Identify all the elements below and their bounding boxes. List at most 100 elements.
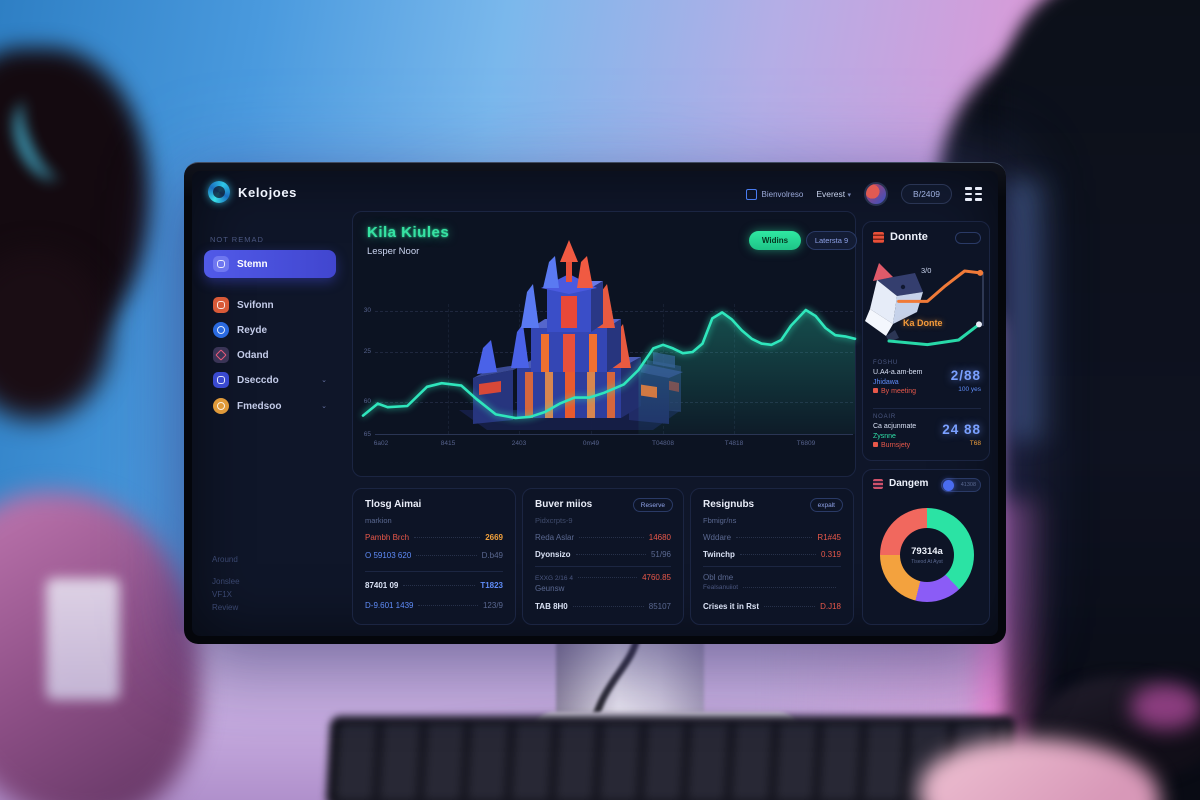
card-subtitle: markion <box>365 516 392 525</box>
table-row: EXXG 2/16 4 4760.85 <box>535 573 671 582</box>
sidebar-item-fmedsoo[interactable]: Fmedsoo ⌄ <box>204 394 336 418</box>
sidebar-footer-review[interactable]: Review <box>212 603 239 612</box>
x-tick-label: 0m49 <box>582 440 600 447</box>
hamburger-row <box>965 187 982 190</box>
row-value: D.J18 <box>820 602 841 611</box>
row-label: Pambh Brch <box>365 533 410 542</box>
sidebar-item-label: Svifonn <box>237 299 274 311</box>
hamburger-menu-icon[interactable] <box>965 187 982 201</box>
row-label: Wddare <box>703 533 732 542</box>
x-tick-label: T04808 <box>651 440 675 447</box>
hamburger-row <box>965 198 982 201</box>
user-pill[interactable]: B/2409 <box>901 184 952 204</box>
row-label: Fealsanuiiot <box>703 584 739 591</box>
castle-illustration <box>459 240 683 430</box>
sidebar-item-svifonn[interactable]: Svifonn <box>204 293 336 317</box>
desk-white-object <box>46 578 120 700</box>
mouse-highlight <box>1130 684 1200 730</box>
table-row: Obl dme <box>703 573 841 582</box>
sidebar-footer-vf1x[interactable]: VF1X <box>212 590 233 599</box>
chevron-down-icon: ⌄ <box>321 403 327 410</box>
stat-label: NOAIR <box>873 414 897 420</box>
sidebar-item-label: Odand <box>237 349 269 361</box>
x-tick-label: 6a02 <box>373 440 389 447</box>
sidebar-item-reyde[interactable]: Reyde <box>204 318 336 342</box>
row-label: Dyonsizo <box>535 550 571 559</box>
stat-block-foshu: FOSHU U.A4-a.am-bem Jhidawa By meeting 2… <box>873 360 981 406</box>
sidebar-item-dseccdo[interactable]: Dseccdo ⌄ <box>204 368 336 392</box>
primary-button[interactable]: Widins <box>749 231 801 250</box>
notifications-item[interactable]: Bienvolreso <box>745 188 804 200</box>
table-row: 87401 09 T1823 <box>365 581 503 590</box>
grid-icon <box>213 256 229 272</box>
table-row: Dyonsizo 51/96 <box>535 550 671 559</box>
table-row: Wddare R1#45 <box>703 533 841 542</box>
row-value: 4760.85 <box>642 573 671 582</box>
card-subtitle: Pidxcrpts-9 <box>535 516 573 525</box>
y-tick-label: 60 <box>363 398 371 405</box>
avatar[interactable] <box>864 182 889 206</box>
row-label: Geunsw <box>535 584 565 593</box>
y-tick-label: 30 <box>363 307 371 314</box>
table-row: Crises it in Rst D.J18 <box>703 602 841 611</box>
divider <box>365 571 503 572</box>
row-value: 0.319 <box>820 550 841 559</box>
sidebar: NOT REMAD Stemn Svifonn Reyde Odand <box>204 223 346 626</box>
card-title: Buver miios <box>535 499 593 510</box>
reserve-button[interactable]: Reserve <box>632 498 673 512</box>
keyboard[interactable] <box>325 716 1017 800</box>
donate-card-title: Donnte <box>890 231 928 243</box>
donate-expand-button[interactable] <box>955 232 981 244</box>
card-title: Tlosg Aimai <box>365 499 422 510</box>
mascot-label: Ka Donte <box>903 318 943 328</box>
chart-title: Kila Kiules <box>367 224 450 241</box>
donut-center-sublabel: Tiseod At Ayst <box>911 558 943 565</box>
gridline <box>375 311 853 312</box>
stat-block-noair: NOAIR Ca acjunmate Zysnne Burnsjety 24 8… <box>873 414 981 460</box>
sidebar-item-stemn[interactable]: Stemn <box>204 250 336 278</box>
right-person-blue-rim-light <box>1010 180 1056 440</box>
header-actions: Bienvolreso Everest ▾ B/2409 <box>745 182 982 206</box>
row-label: D-9.601 1439 <box>365 601 414 610</box>
app-logo-icon[interactable] <box>208 181 230 203</box>
stat-line-alert: By meeting <box>873 388 981 395</box>
stat-line: U.A4-a.am-bem <box>873 369 923 376</box>
donate-card-header: Donnte <box>873 231 928 243</box>
table-row: Geunsw <box>535 584 671 593</box>
row-label: Reda Aslar <box>535 533 575 542</box>
x-axis-line <box>375 434 853 435</box>
notifications-label: Bienvolreso <box>761 189 804 199</box>
table-row: TAB 8H0 85107 <box>535 602 671 611</box>
row-label: TAB 8H0 <box>535 602 568 611</box>
secondary-button[interactable]: Latersta 9 <box>806 231 857 250</box>
layers-icon <box>213 372 229 388</box>
divider <box>873 408 981 409</box>
sidebar-item-odand[interactable]: Odand <box>204 343 336 367</box>
toggle-label: 41308 <box>960 482 976 488</box>
sidebar-footer-jonslee[interactable]: Jonslee <box>212 577 240 586</box>
row-value: 123/9 <box>482 601 503 610</box>
table-row: D-9.601 1439 123/9 <box>365 601 503 610</box>
stat-label: FOSHU <box>873 360 898 366</box>
donut-toggle[interactable]: 41308 <box>941 478 981 492</box>
row-value: 85107 <box>648 602 671 611</box>
chevron-down-icon: ▾ <box>847 192 852 199</box>
stat-line-alert: Burnsjety <box>873 442 981 449</box>
stat-line: Jhidawa <box>873 378 899 386</box>
donut-center-value: 79314a <box>911 545 943 557</box>
coin-icon <box>213 398 229 414</box>
divider <box>535 566 671 567</box>
x-tick-label: T4818 <box>724 440 744 447</box>
card-subtitle: Fbmigr/ns <box>703 516 737 525</box>
sidebar-footer-around[interactable]: Around <box>212 555 238 564</box>
divider <box>703 566 841 567</box>
export-button[interactable]: expalt <box>809 498 843 512</box>
y-tick-label: 25 <box>363 348 371 355</box>
keyboard-keys <box>336 724 1006 800</box>
header-menu[interactable]: Everest ▾ <box>816 189 851 199</box>
checkbox-icon <box>745 188 757 200</box>
row-value: 2669 <box>485 533 503 542</box>
stat-value: 2/88 <box>950 368 981 383</box>
row-value: D.b49 <box>481 551 503 560</box>
